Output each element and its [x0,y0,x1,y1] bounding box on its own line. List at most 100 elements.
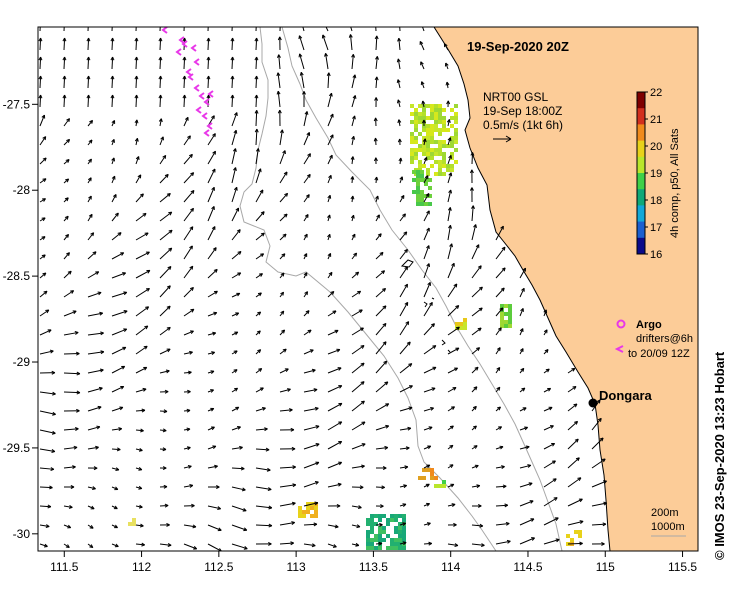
current-vector [399,302,409,317]
current-vector-head [144,232,149,237]
current-vector-head [264,427,268,432]
current-vector [255,148,259,165]
current-vector [471,327,482,336]
sst-pixel [310,514,314,518]
current-vector [39,114,45,127]
current-vector-head [164,503,169,508]
colorbar-tick-label: 21 [650,114,662,126]
current-vector-head [141,408,146,413]
sst-pixel [508,324,512,328]
drifter-marker [181,40,188,48]
current-vector [231,524,247,531]
current-vector [111,310,128,317]
sst-pixel [438,152,442,156]
current-vector-head [361,464,365,469]
current-vector-head [304,291,309,296]
current-vector [111,328,127,336]
current-vector [447,326,460,336]
sst-pixel [500,312,504,316]
current-vector [39,157,47,165]
current-vector [63,94,66,108]
colorbar-swatch [637,108,645,125]
sst-pixel [454,120,458,124]
current-vector-head [113,505,118,510]
current-vector [375,56,378,70]
current-vector-head [74,427,79,431]
current-vector [255,407,266,412]
sst-pixel [394,542,398,546]
sst-pixel [438,120,442,124]
current-vector-head [279,19,282,22]
sst-pixel [570,538,574,542]
current-vector-head [190,330,194,335]
current-vector-head [473,445,478,449]
current-vector-head [237,272,242,277]
drifters-period-label: to 20/09 12Z [628,348,690,360]
current-vector [279,409,293,412]
current-vector-head [329,154,333,159]
current-vector-head [162,447,167,452]
sst-pixel [428,202,432,206]
sst-pixel [422,108,426,112]
y-axis: -27.5 -28 -28.5 -29 -29.5 -30 [3,97,38,541]
sst-pixel [382,530,386,534]
current-vector-head [408,406,413,411]
current-vector-head [476,347,481,352]
sst-pixel [390,538,394,542]
sst-pixel [398,514,402,518]
sst-pixel [426,468,430,472]
sst-pixel [398,534,402,538]
current-vector-head [404,301,409,306]
current-vector [423,227,430,241]
current-vector-head [477,327,482,332]
current-vector-head [350,214,355,219]
current-vector-head [217,527,222,532]
current-vector [327,421,343,431]
current-vector [135,56,138,70]
sst-pixel [418,164,422,168]
current-vector-head [544,349,549,353]
current-vector [303,461,320,469]
current-vector [327,441,342,450]
sst-pixel [428,186,432,190]
current-vector [423,542,432,545]
current-vector-head [374,16,377,19]
current-vector-head [166,522,170,527]
current-vector-head [444,62,449,67]
current-vector-head [400,194,405,199]
current-vector [159,543,172,546]
current-vector-head [374,35,379,40]
current-vector [423,445,431,450]
sst-pixel [455,322,459,326]
current-vector [159,305,171,317]
sst-pixel [426,124,430,128]
current-vector [351,156,354,165]
sst-pixel [434,160,438,164]
current-vector-head [166,305,171,310]
current-vector-head [382,466,387,470]
current-vector [399,195,405,203]
sst-pixel [434,484,438,488]
current-vector-head [405,446,410,451]
current-vector [207,445,217,450]
current-vector-head [259,387,264,392]
current-vector [135,193,144,203]
current-vector-head [469,169,474,174]
sst-pixel [430,108,434,112]
current-vector-head [355,271,360,276]
current-vector [183,117,189,127]
current-vector [399,249,408,260]
current-vector-head [382,322,387,327]
current-vector [471,386,478,393]
current-vector [327,461,342,469]
current-vector-head [314,406,319,411]
current-vector-head [210,407,215,412]
current-vector [159,326,171,336]
sst-pixel [398,538,402,542]
current-vector-head [189,265,194,270]
current-vector-head [358,309,363,314]
current-vector-head [135,19,138,22]
current-vector [111,346,127,355]
current-vector-head [302,91,306,95]
current-vector [135,306,149,317]
